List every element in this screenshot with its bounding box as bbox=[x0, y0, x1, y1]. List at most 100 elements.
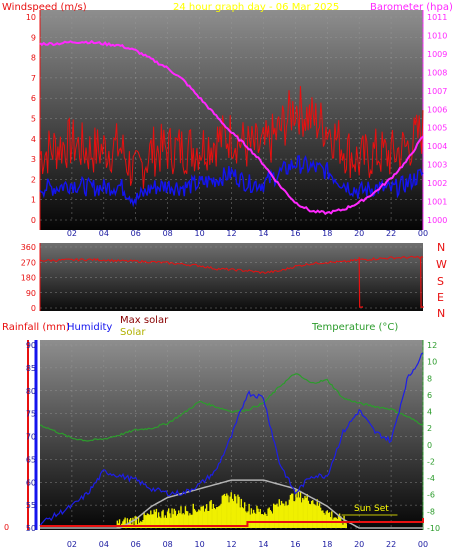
solar-bar bbox=[295, 489, 297, 528]
solar-bar bbox=[207, 510, 209, 528]
y-tick-label: 85 bbox=[26, 364, 36, 373]
solar-bar bbox=[323, 512, 325, 528]
solar-bar bbox=[220, 503, 222, 528]
solar-bar bbox=[186, 511, 189, 528]
solar-bar bbox=[217, 507, 219, 528]
solar-bar bbox=[240, 498, 242, 528]
solar-bar bbox=[159, 516, 161, 528]
x-tick-label: 02 bbox=[67, 229, 77, 238]
y2-tick-label: -8 bbox=[427, 507, 435, 516]
solar-bar bbox=[171, 508, 173, 528]
solar-bar bbox=[304, 495, 306, 528]
rainfall-line bbox=[40, 518, 424, 527]
solar-bar bbox=[243, 502, 246, 528]
temperature-line bbox=[39, 373, 424, 442]
solar-bar bbox=[172, 514, 174, 528]
solar-bar bbox=[204, 508, 207, 528]
solar-bar bbox=[257, 508, 259, 528]
x-tick-label: 02 bbox=[67, 540, 77, 549]
compass-label-n-bottom: N bbox=[437, 307, 445, 320]
y-tick-label: 90 bbox=[26, 341, 36, 350]
solar-bar bbox=[232, 501, 235, 528]
solar-bar bbox=[223, 493, 226, 528]
x-tick-label: 14 bbox=[258, 540, 268, 549]
compass-label-e: E bbox=[437, 291, 444, 304]
y2-tick-label: 0 bbox=[427, 441, 432, 450]
solar-bar bbox=[203, 511, 206, 528]
solar-bar bbox=[281, 503, 284, 528]
y-tick-label: 90 bbox=[26, 289, 36, 298]
y2-tick-label: 1008 bbox=[427, 68, 447, 77]
solar-bar bbox=[238, 496, 240, 528]
solar-bar bbox=[218, 506, 220, 528]
x-tick-label: 18 bbox=[322, 540, 332, 549]
solar-bar bbox=[226, 493, 228, 528]
y-tick-label: 50 bbox=[26, 524, 36, 533]
x-tick-label: 14 bbox=[258, 229, 268, 238]
solar-bar bbox=[227, 495, 229, 528]
solar-bar bbox=[269, 509, 272, 528]
solar-bar bbox=[152, 514, 154, 528]
solar-bar bbox=[296, 497, 298, 528]
solar-bar bbox=[198, 509, 200, 528]
solar-bar bbox=[344, 521, 346, 528]
solar-bar bbox=[151, 514, 153, 528]
solar-bar bbox=[154, 511, 156, 528]
y-tick-label: 55 bbox=[26, 501, 36, 510]
solar-bar bbox=[201, 506, 203, 528]
solar-bar bbox=[315, 505, 317, 528]
solar-bar bbox=[247, 511, 249, 528]
y2-tick-label: 1004 bbox=[427, 142, 447, 151]
sunset-label: Sun Set bbox=[354, 504, 389, 514]
x-tick-label: 08 bbox=[163, 229, 173, 238]
solar-bar bbox=[195, 512, 198, 528]
solar-bar bbox=[287, 504, 289, 528]
solar-bar bbox=[286, 505, 288, 528]
solar-bar bbox=[142, 520, 144, 528]
solar-bar bbox=[228, 502, 230, 528]
solar-bar bbox=[318, 503, 321, 528]
solar-bar bbox=[165, 517, 168, 528]
solar-bar bbox=[299, 491, 302, 528]
solar-bar bbox=[147, 514, 150, 528]
solar-bar bbox=[254, 512, 256, 528]
solar-bar bbox=[259, 509, 261, 528]
solar-bar bbox=[229, 496, 231, 528]
solar-bar bbox=[210, 500, 212, 528]
y2-tick-label: -2 bbox=[427, 457, 435, 466]
solar-bar bbox=[300, 502, 303, 528]
solar-bar bbox=[160, 518, 162, 528]
x-tick-label: 06 bbox=[131, 229, 141, 238]
solar-bar bbox=[140, 521, 142, 528]
solar-bar bbox=[164, 515, 167, 528]
solar-bar bbox=[251, 513, 254, 528]
solar-bar bbox=[255, 513, 257, 528]
solar-bar bbox=[338, 513, 341, 528]
solar-bar bbox=[309, 504, 312, 528]
y2-tick-label: 1007 bbox=[427, 87, 447, 96]
solar-bar bbox=[179, 513, 181, 528]
solar-bar bbox=[239, 507, 241, 528]
solar-bar bbox=[216, 507, 218, 528]
solar-bar bbox=[293, 501, 295, 528]
solar-bar bbox=[267, 508, 269, 528]
solar-bar bbox=[199, 510, 201, 528]
solar-bar bbox=[237, 494, 239, 528]
solar-bar bbox=[276, 503, 278, 528]
y-tick-label: 10 bbox=[26, 13, 36, 22]
solar-bar bbox=[290, 493, 293, 528]
x-tick-label: 00 bbox=[418, 540, 428, 549]
x-tick-label: 20 bbox=[354, 540, 364, 549]
solar-bar bbox=[200, 506, 202, 528]
y2-tick-label: 1001 bbox=[427, 198, 447, 207]
solar-bar bbox=[190, 514, 192, 528]
solar-bar bbox=[289, 495, 292, 528]
solar-bar bbox=[270, 511, 273, 528]
solar-bar bbox=[173, 508, 175, 528]
y-tick-label: 1 bbox=[31, 196, 36, 205]
solar-bar bbox=[166, 511, 169, 528]
y2-tick-label: 1005 bbox=[427, 124, 447, 133]
solar-bar bbox=[312, 500, 314, 528]
solar-bar bbox=[191, 514, 193, 528]
y-tick-label: 60 bbox=[26, 478, 36, 487]
